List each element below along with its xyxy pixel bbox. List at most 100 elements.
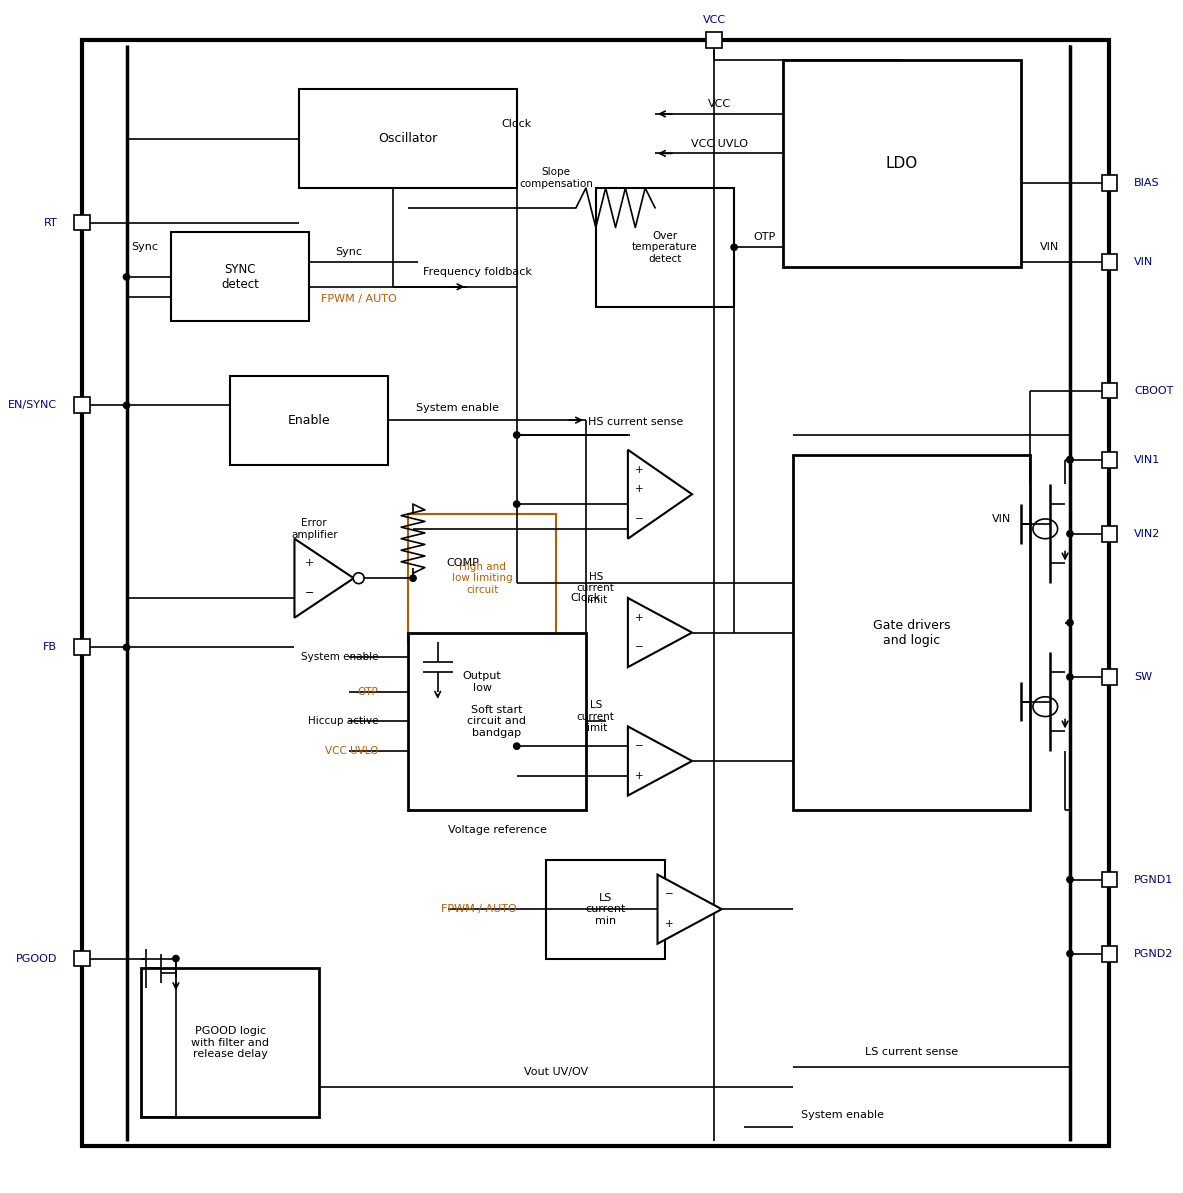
Circle shape — [354, 573, 364, 583]
Text: PGND1: PGND1 — [1134, 874, 1174, 884]
Circle shape — [513, 501, 519, 507]
Text: Sync: Sync — [131, 242, 159, 252]
Bar — [596, 188, 735, 307]
Circle shape — [1067, 951, 1073, 957]
Text: VIN: VIN — [991, 514, 1010, 524]
Text: FB: FB — [44, 642, 57, 653]
Text: Over
temperature
detect: Over temperature detect — [632, 230, 698, 264]
Text: VCC: VCC — [703, 16, 726, 25]
Circle shape — [513, 743, 519, 749]
Circle shape — [1067, 619, 1073, 626]
Circle shape — [1067, 877, 1073, 883]
Text: +: + — [635, 771, 644, 780]
Text: HS
current
limit: HS current limit — [577, 571, 615, 605]
Text: RT: RT — [44, 217, 57, 228]
Bar — [299, 89, 517, 188]
Text: HS current sense: HS current sense — [588, 418, 683, 427]
Text: FPWM / AUTO: FPWM / AUTO — [441, 904, 517, 914]
Polygon shape — [628, 727, 692, 796]
Text: System enable: System enable — [416, 403, 499, 413]
Text: LS current sense: LS current sense — [865, 1047, 958, 1057]
Bar — [1101, 452, 1118, 468]
Text: VCC: VCC — [707, 99, 731, 109]
Text: Output
low: Output low — [463, 672, 502, 693]
Circle shape — [513, 432, 519, 438]
Text: Hiccup active: Hiccup active — [308, 717, 379, 727]
Bar — [1101, 872, 1118, 888]
Text: LDO: LDO — [886, 156, 918, 171]
Text: −: − — [635, 642, 644, 653]
Text: VCC UVLO: VCC UVLO — [691, 138, 748, 149]
Circle shape — [409, 575, 416, 581]
Polygon shape — [658, 874, 722, 944]
Circle shape — [173, 956, 179, 962]
Text: Clock: Clock — [502, 119, 532, 129]
Text: −: − — [635, 514, 644, 524]
Text: PGND2: PGND2 — [1134, 948, 1174, 959]
Text: Vout UV/OV: Vout UV/OV — [524, 1068, 588, 1077]
Text: SW: SW — [1134, 672, 1152, 682]
Text: −: − — [304, 588, 313, 598]
Text: High and
low limiting
circuit: High and low limiting circuit — [452, 562, 512, 595]
Text: −: − — [665, 889, 674, 900]
Text: +: + — [304, 558, 313, 568]
Circle shape — [731, 245, 737, 251]
Text: VIN1: VIN1 — [1134, 455, 1161, 465]
Bar — [75, 639, 90, 655]
Text: +: + — [635, 613, 644, 623]
Bar — [141, 969, 319, 1117]
Circle shape — [1067, 531, 1073, 537]
Text: FPWM / AUTO: FPWM / AUTO — [321, 293, 396, 304]
Bar — [1101, 175, 1118, 191]
Bar — [75, 397, 90, 413]
Circle shape — [123, 273, 130, 280]
Text: +: + — [635, 484, 644, 494]
Bar — [231, 376, 388, 464]
Text: Soft start
circuit and
bandgap: Soft start circuit and bandgap — [467, 705, 526, 738]
Text: Enable: Enable — [287, 414, 330, 427]
Bar — [1101, 383, 1118, 398]
Text: Slope
compensation: Slope compensation — [519, 167, 593, 188]
Text: Voltage reference: Voltage reference — [447, 826, 547, 835]
Circle shape — [1067, 457, 1073, 463]
Text: Clock: Clock — [570, 593, 601, 602]
Text: COMP: COMP — [446, 558, 479, 568]
Bar — [706, 32, 723, 48]
Text: +: + — [665, 919, 673, 929]
Bar — [172, 233, 309, 321]
Text: OTP: OTP — [357, 687, 379, 697]
Text: +: + — [635, 464, 644, 475]
Circle shape — [1067, 457, 1073, 463]
Text: VIN: VIN — [1134, 256, 1153, 267]
Text: PGOOD: PGOOD — [17, 953, 57, 964]
Text: EN/SYNC: EN/SYNC — [8, 401, 57, 410]
Bar — [408, 514, 556, 643]
Bar — [1101, 669, 1118, 685]
Bar — [1101, 946, 1118, 962]
Bar — [75, 215, 90, 230]
Circle shape — [123, 644, 130, 650]
Text: PGOOD logic
with filter and
release delay: PGOOD logic with filter and release dela… — [192, 1026, 270, 1059]
Text: Gate drivers
and logic: Gate drivers and logic — [873, 618, 951, 647]
Bar — [794, 455, 1030, 810]
Text: SYNC
detect: SYNC detect — [221, 262, 259, 291]
Text: Sync: Sync — [335, 247, 362, 258]
Bar — [408, 632, 586, 810]
Bar — [783, 60, 1021, 267]
Text: VIN: VIN — [1040, 242, 1060, 252]
Text: BIAS: BIAS — [1134, 178, 1159, 188]
Bar — [1101, 526, 1118, 542]
Polygon shape — [295, 539, 354, 618]
Text: VIN2: VIN2 — [1134, 528, 1161, 539]
Circle shape — [1067, 674, 1073, 680]
Text: System enable: System enable — [300, 653, 379, 662]
Text: Frequency foldback: Frequency foldback — [422, 267, 531, 277]
Text: OTP: OTP — [754, 233, 776, 242]
Bar — [547, 860, 665, 958]
Text: −: − — [635, 741, 644, 752]
Polygon shape — [628, 598, 692, 667]
Text: LS
current
limit: LS current limit — [577, 700, 615, 734]
Text: System enable: System enable — [801, 1109, 884, 1120]
Bar — [82, 39, 1110, 1146]
Text: VCC UVLO: VCC UVLO — [325, 746, 379, 756]
